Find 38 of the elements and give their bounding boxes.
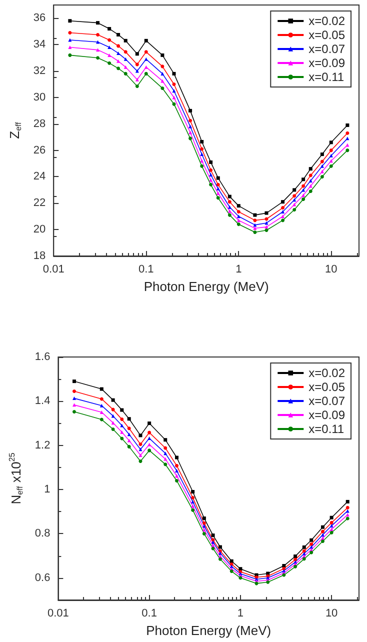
x-tick-label: 1 — [236, 264, 242, 276]
y-tick-label: 22 — [33, 197, 46, 210]
y-tick-label: 1.6 — [34, 351, 50, 363]
legend-label: x=0.07 — [308, 394, 346, 408]
y-tick-label: 36 — [33, 12, 46, 24]
x-axis-title: Photon Energy (MeV) — [146, 623, 272, 638]
y-tick-label: 1.2 — [34, 439, 50, 452]
x-tick-label: 10 — [325, 264, 338, 276]
x-axis-title: Photon Energy (MeV) — [144, 279, 269, 294]
y-tick-label: 18 — [33, 250, 46, 262]
legend-label: x=0.09 — [308, 408, 346, 422]
y-tick-label: 0.8 — [34, 528, 50, 540]
y-tick-label: 26 — [33, 144, 46, 156]
legend-label: x=0.09 — [308, 56, 346, 70]
legend-label: x=0.07 — [308, 42, 346, 56]
legend-label: x=0.02 — [308, 366, 346, 380]
y-tick-label: 30 — [33, 91, 46, 104]
y-tick-label: 1 — [44, 484, 50, 496]
y-axis-title: Zeff — [7, 121, 23, 139]
legend-label: x=0.05 — [308, 380, 346, 394]
legend-label: x=0.11 — [308, 70, 344, 84]
y-tick-label: 20 — [33, 224, 46, 236]
y-tick-label: 0.6 — [34, 572, 50, 584]
legend-label: x=0.02 — [308, 14, 346, 28]
x-tick-label: 1 — [237, 608, 244, 620]
x-tick-label: 0.1 — [142, 608, 157, 620]
legend-label: x=0.11 — [308, 422, 344, 436]
y-tick-label: 1.4 — [34, 395, 50, 408]
y-tick-label: 34 — [33, 38, 46, 51]
x-tick-label: 10 — [325, 608, 338, 620]
legend-label: x=0.05 — [308, 28, 346, 42]
y-tick-label: 28 — [33, 118, 46, 130]
y-tick-label: 24 — [33, 170, 46, 183]
x-tick-label: 0.01 — [42, 264, 64, 276]
y-tick-label: 32 — [33, 65, 46, 78]
x-tick-label: 0.01 — [47, 608, 69, 620]
y-axis-title: Neff x1025 — [8, 452, 24, 504]
x-tick-label: 0.1 — [138, 264, 154, 276]
